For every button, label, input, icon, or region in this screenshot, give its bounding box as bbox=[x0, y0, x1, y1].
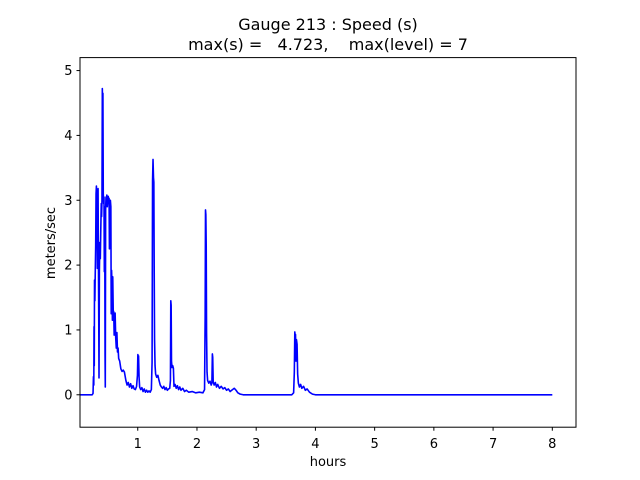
y-tick-label: 1 bbox=[64, 323, 72, 338]
x-tick-label: 7 bbox=[489, 437, 497, 452]
x-tick-label: 4 bbox=[311, 437, 319, 452]
title-block: Gauge 213 : Speed (s) max(s) = 4.723, ma… bbox=[80, 15, 576, 55]
chart-title: Gauge 213 : Speed (s) bbox=[238, 15, 418, 34]
x-tick-label: 5 bbox=[370, 437, 378, 452]
y-tick-label: 4 bbox=[64, 129, 72, 144]
y-axis-label: meters/sec bbox=[44, 206, 59, 280]
y-tick-label: 5 bbox=[64, 64, 72, 79]
tick-labels: 1 2 3 4 5 6 7 8 0 1 2 3 4 5 bbox=[64, 64, 556, 452]
y-tick-label: 0 bbox=[64, 388, 72, 403]
x-tick-label: 1 bbox=[134, 437, 142, 452]
speed-line-series bbox=[80, 87, 553, 396]
x-tick-label: 6 bbox=[430, 437, 438, 452]
plot-border bbox=[79, 57, 577, 428]
chart-subtitle: max(s) = 4.723, max(level) = 7 bbox=[188, 35, 468, 54]
x-tick-label: 8 bbox=[548, 437, 556, 452]
y-tick-label: 2 bbox=[64, 259, 72, 274]
x-tick-label: 3 bbox=[252, 437, 260, 452]
x-tick-label: 2 bbox=[193, 437, 201, 452]
x-axis-label: hours bbox=[309, 455, 347, 470]
y-tick-label: 3 bbox=[64, 194, 72, 209]
tick-marks bbox=[76, 70, 553, 431]
